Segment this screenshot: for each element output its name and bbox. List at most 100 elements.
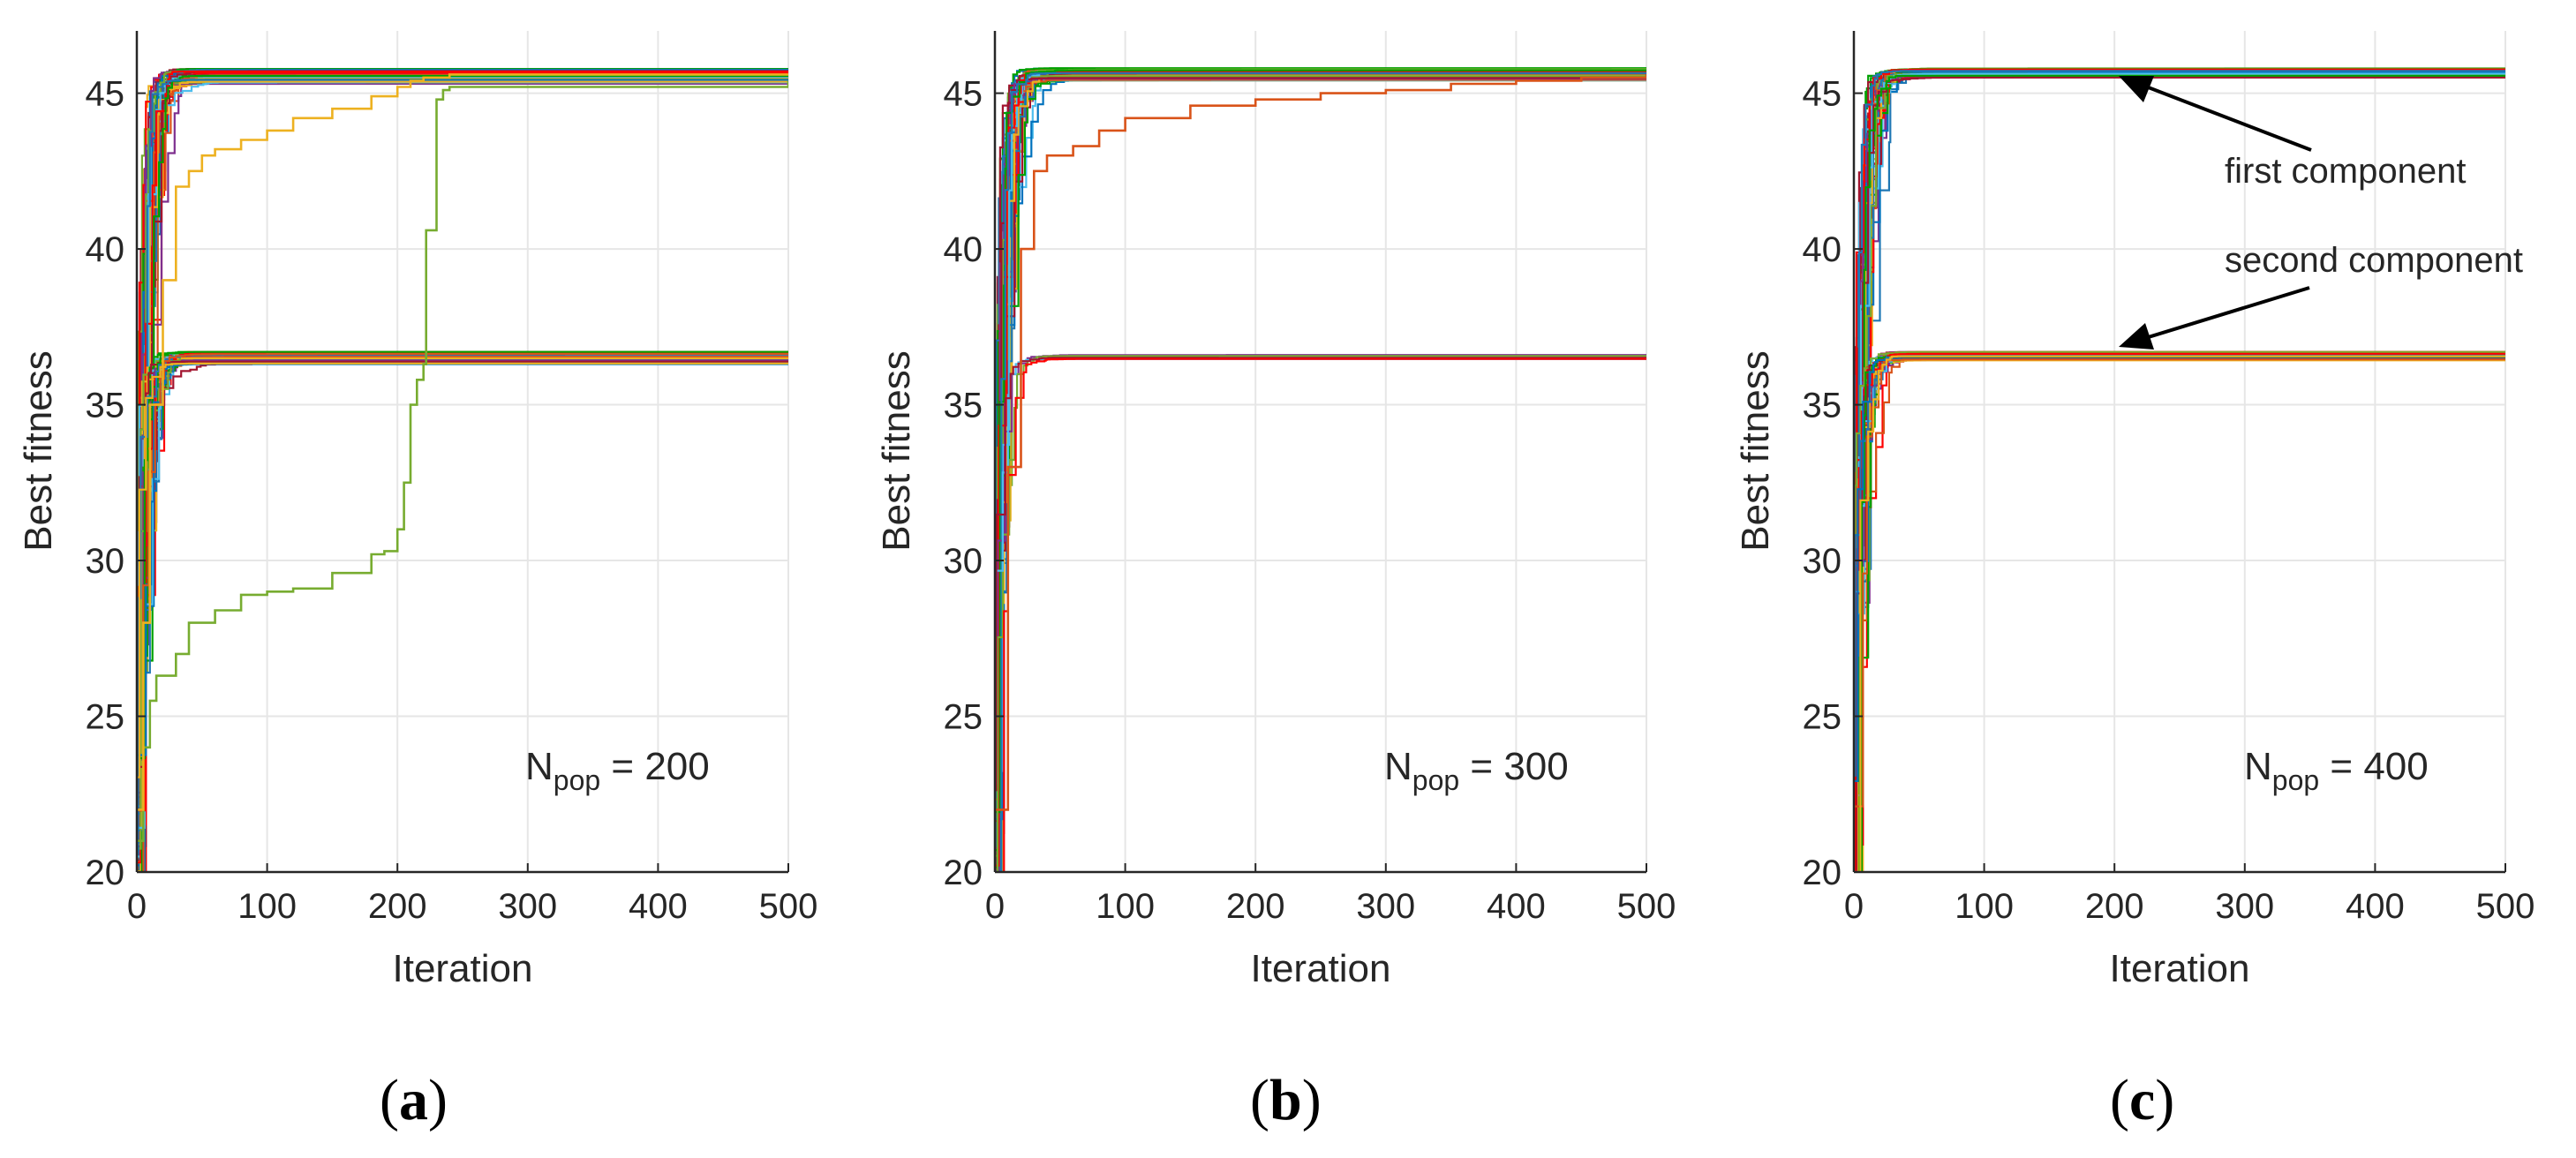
y-axis-label-a: Best fitness xyxy=(17,350,60,551)
y-tick-labels-c: 20 25 30 35 40 45 xyxy=(1803,75,1842,892)
panel-letter-a: a xyxy=(399,1068,428,1132)
npop-sub-b: pop xyxy=(1412,764,1459,796)
y-tick-label-b-2: 30 xyxy=(944,542,983,581)
annotation-first-component: first component xyxy=(2225,152,2466,191)
axes-a xyxy=(135,31,789,874)
npop-base-c: N xyxy=(2244,745,2272,788)
x-tick-label-b-3: 300 xyxy=(1356,887,1415,926)
x-tick-labels-b: 0 100 200 300 400 500 xyxy=(985,887,1676,926)
run-b-78 xyxy=(995,69,1646,814)
y-tick-label-c-4: 40 xyxy=(1803,230,1842,269)
y-tick-label-c-1: 25 xyxy=(1803,698,1842,737)
x-tick-label-b-5: 500 xyxy=(1617,887,1676,926)
npop-rest-a: = 200 xyxy=(600,745,710,788)
run-a-99 xyxy=(137,362,788,778)
x-tick-labels-c: 0 100 200 300 400 500 xyxy=(1844,887,2535,926)
y-tick-label-a-1: 25 xyxy=(86,698,125,737)
run-a-98 xyxy=(137,352,788,872)
run-b-79 xyxy=(1000,71,1646,872)
x-tick-label-a-3: 300 xyxy=(498,887,557,926)
x-axis-label-c: Iteration xyxy=(2110,947,2250,990)
run-c-81 xyxy=(1854,350,2505,773)
y-tick-label-c-5: 45 xyxy=(1803,75,1842,114)
npop-base-a: N xyxy=(525,745,554,788)
x-tick-label-a-5: 500 xyxy=(759,887,818,926)
runs-a xyxy=(137,68,788,872)
y-axis-label-b: Best fitness xyxy=(875,350,918,551)
y-tick-labels-a: 20 25 30 35 40 45 xyxy=(86,75,125,892)
run-a-95 xyxy=(137,350,788,760)
run-a-42 xyxy=(137,80,788,774)
run-b-81 xyxy=(996,355,1646,872)
y-tick-label-a-2: 30 xyxy=(86,542,125,581)
x-tick-label-a-0: 0 xyxy=(127,887,147,926)
run-b-84 xyxy=(1003,357,1646,872)
npop-label-c: Npop = 400 xyxy=(2244,745,2429,796)
highlight-run-a-0 xyxy=(137,80,788,842)
npop-label-b: Npop = 300 xyxy=(1384,745,1569,796)
arrow-second-component xyxy=(2119,286,2310,350)
highlight-run-b-0 xyxy=(995,74,1646,811)
y-tick-label-a-4: 40 xyxy=(86,230,125,269)
plot-area-b xyxy=(995,31,1646,872)
y-tick-label-c-0: 20 xyxy=(1803,853,1842,892)
plot-area-a xyxy=(137,31,788,872)
y-tick-label-a-0: 20 xyxy=(86,853,125,892)
x-axis-label-a: Iteration xyxy=(393,947,533,990)
y-tick-label-b-3: 35 xyxy=(944,387,983,425)
runs-b xyxy=(995,67,1646,872)
highlight-run-a-1 xyxy=(137,73,788,811)
run-a-93 xyxy=(137,360,788,768)
panel-letter-b: b xyxy=(1269,1068,1302,1132)
x-tick-label-c-0: 0 xyxy=(1844,887,1864,926)
y-tick-label-a-3: 35 xyxy=(86,387,125,425)
run-c-89 xyxy=(1854,355,2505,872)
panel-label-b: (b) xyxy=(1250,1068,1322,1132)
y-tick-label-a-5: 45 xyxy=(86,75,125,114)
x-tick-label-a-1: 100 xyxy=(237,887,297,926)
x-tick-label-a-4: 400 xyxy=(629,887,688,926)
run-c-56 xyxy=(1854,76,2505,798)
run-c-58 xyxy=(1855,74,2505,872)
y-tick-label-c-2: 30 xyxy=(1803,542,1842,581)
x-tick-label-a-2: 200 xyxy=(368,887,427,926)
x-tick-label-c-5: 500 xyxy=(2476,887,2535,926)
y-tick-label-b-0: 20 xyxy=(944,853,983,892)
annotation-second-component: second component xyxy=(2225,241,2523,280)
panel-label-a: (a) xyxy=(380,1068,448,1132)
x-tick-label-c-3: 300 xyxy=(2215,887,2274,926)
panel-label-c: (c) xyxy=(2110,1068,2174,1132)
arrow-first-component xyxy=(2119,76,2312,152)
run-a-49 xyxy=(137,79,788,810)
y-tick-labels-b: 20 25 30 35 40 45 xyxy=(944,75,983,892)
npop-rest-c: = 400 xyxy=(2319,745,2429,788)
x-tick-label-b-0: 0 xyxy=(985,887,1005,926)
plot-area-c xyxy=(1854,31,2505,872)
run-c-55 xyxy=(1854,72,2505,852)
panel-letter-c: c xyxy=(2129,1068,2155,1132)
x-tick-label-b-1: 100 xyxy=(1096,887,1155,926)
npop-sub-c: pop xyxy=(2272,764,2319,796)
x-tick-label-b-4: 400 xyxy=(1487,887,1546,926)
y-tick-label-c-3: 35 xyxy=(1803,387,1842,425)
x-tick-label-b-2: 200 xyxy=(1226,887,1285,926)
run-c-59 xyxy=(1854,70,2505,792)
y-tick-label-b-1: 25 xyxy=(944,698,983,737)
npop-rest-b: = 300 xyxy=(1459,745,1569,788)
x-tick-label-c-2: 200 xyxy=(2085,887,2144,926)
run-b-83 xyxy=(995,357,1646,792)
y-tick-label-b-5: 45 xyxy=(944,75,983,114)
npop-base-b: N xyxy=(1384,745,1412,788)
y-axis-label-c: Best fitness xyxy=(1734,350,1777,551)
run-a-48 xyxy=(137,74,788,806)
x-tick-label-c-1: 100 xyxy=(1955,887,2014,926)
grid-a xyxy=(136,31,789,873)
npop-sub-a: pop xyxy=(554,764,600,796)
x-tick-labels-a: 0 100 200 300 400 500 xyxy=(127,887,818,926)
x-axis-label-b: Iteration xyxy=(1251,947,1391,990)
x-tick-label-c-4: 400 xyxy=(2346,887,2405,926)
